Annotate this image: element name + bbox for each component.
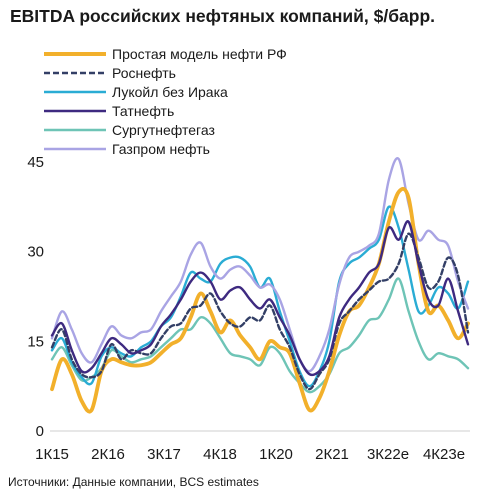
series-line [50, 220, 470, 377]
legend-label: Сургутнефтегаз [112, 122, 215, 138]
x-tick-label: 2К21 [315, 446, 349, 463]
series-line [50, 186, 470, 414]
chart-title: EBITDA российских нефтяных компаний, $/б… [10, 6, 436, 26]
x-tick-label: 4К23е [423, 446, 465, 463]
y-tick-label: 15 [27, 333, 44, 350]
x-tick-label: 3К22е [367, 446, 409, 463]
series-line [50, 157, 470, 373]
legend-label: Простая модель нефти РФ [112, 46, 287, 62]
legend-label: Татнефть [112, 103, 174, 119]
x-tick-label: 3К17 [147, 446, 181, 463]
x-tick-label: 1К20 [259, 446, 293, 463]
series-line [50, 232, 470, 391]
x-tick-label: 4К18 [203, 446, 237, 463]
source-note: Источники: Данные компании, BCS estimate… [8, 475, 259, 489]
legend: Простая модель нефти РФ Роснефть Лукойл бе… [44, 46, 287, 157]
y-axis: 0 15 30 45 [27, 154, 44, 440]
x-axis: 1К15 2К16 3К17 4К18 1К20 2К21 3К22е 4К23е [35, 446, 465, 463]
y-tick-label: 0 [36, 423, 44, 440]
legend-label: Газпром нефть [112, 141, 210, 157]
x-tick-label: 2К16 [91, 446, 125, 463]
y-tick-label: 30 [27, 244, 44, 261]
legend-label: Лукойл без Ирака [112, 84, 228, 100]
series-line [50, 277, 470, 394]
y-tick-label: 45 [27, 154, 44, 171]
x-tick-label: 1К15 [35, 446, 69, 463]
series-group [50, 157, 470, 414]
legend-label: Роснефть [112, 65, 176, 81]
